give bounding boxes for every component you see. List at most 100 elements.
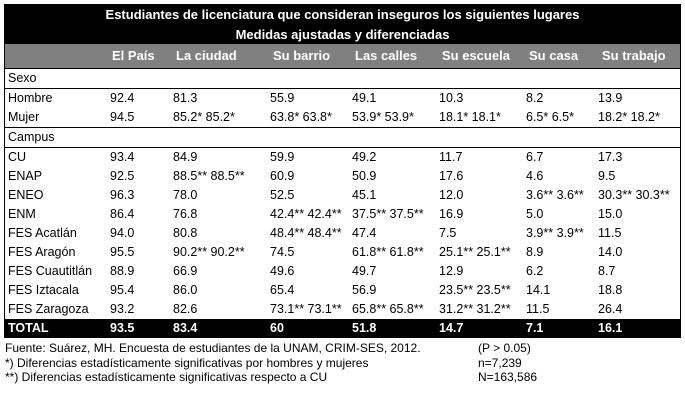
total-row: TOTAL 93.5 83.4 60 51.8 14.7 7.1 16.1 [5,319,680,337]
table-cell: 48.4** 48.4** [270,226,342,240]
row-label: ENAP [8,169,43,183]
row-label: CU [8,150,27,164]
table-row: FES Cuautitlán 88.9 66.9 49.6 49.7 12.9 6.2 8.7 [5,262,680,281]
table-cell: 16.9 [439,207,464,221]
table-cell: 3.9** 3.9** [526,226,584,240]
row-label: FES Aragón [8,245,76,259]
table-cell: 49.2 [352,150,377,164]
table-cell: 65.8** 65.8** [352,302,424,316]
table-cell: 17.6 [439,169,464,183]
total-cell: 60 [270,321,284,335]
total-cell: 16.1 [598,321,623,335]
table-cell: 56.9 [352,283,377,297]
column-header: El País [112,48,155,63]
table-cell: 6.2 [526,264,544,278]
table-cell: 18.8 [598,283,623,297]
table-cell: 93.4 [110,150,135,164]
table-cell: 42.4** 42.4** [270,207,342,221]
row-label: ENEO [8,188,44,202]
table-cell: 49.6 [270,264,295,278]
column-header: Las calles [355,48,418,63]
table-cell: 14.1 [526,283,551,297]
table-row: ENM 86.4 76.8 42.4** 42.4** 37.5** 37.5** 16.… [5,205,680,224]
table-cell: 47.4 [352,226,377,240]
table-cell: 17.3 [598,150,623,164]
table-cell: 11.7 [439,150,463,164]
column-header: Su trabajo [602,48,666,63]
note-gender-diff: *) Diferencias estadísticamente signific… [5,355,369,370]
table-row: FES Zaragoza 93.2 82.6 73.1** 73.1** 65.8** … [5,300,680,319]
table-cell: 18.2* 18.2* [598,110,660,124]
table-row: ENEO 96.3 78.0 52.5 45.1 12.0 3.6** 3.6** 30.3*… [5,186,680,205]
table-cell: 25.1** 25.1** [439,245,511,259]
table-cell: 8.9 [526,245,544,259]
table-header: Estudiantes de licenciatura que consider… [5,5,680,44]
source-note: Fuente: Suárez, MH. Encuesta de estudian… [5,341,421,355]
sample-size-note: n=7,239 [478,355,522,370]
column-header: Su barrio [273,48,331,63]
row-label: Hombre [8,91,53,105]
row-label: FES Acatlán [8,226,77,240]
table-cell: 11.5 [598,226,622,240]
footnotes: Fuente: Suárez, MH. Encuesta de estudian… [5,341,682,385]
section-campus: Campus [5,127,680,147]
table-cell: 11.5 [526,302,550,316]
column-header: La ciudad [176,48,237,63]
table-cell: 8.2 [526,91,544,105]
table-cell: 50.9 [352,169,377,183]
table-cell: 52.5 [270,188,295,202]
total-label: TOTAL [8,321,49,335]
table-cell: 93.2 [110,302,135,316]
table-cell: 4.6 [526,169,544,183]
table-row: FES Acatlán 94.0 80.8 48.4** 48.4** 47.4 7.5 3… [5,224,680,243]
table-cell: 12.9 [439,264,464,278]
table-cell: 88.5** 88.5** [173,169,245,183]
total-cell: 7.1 [526,321,544,335]
table-row: Hombre 92.4 81.3 55.9 49.1 10.3 8.2 13.9 [5,88,680,108]
section-sexo: Sexo [5,68,680,88]
table-cell: 31.2** 31.2** [439,302,511,316]
population-size-note: N=163,586 [478,370,538,384]
table-cell: 63.8* 63.8* [270,110,332,124]
table-cell: 74.5 [270,245,295,259]
section-label: Campus [8,130,55,144]
table-cell: 53.9* 53.9* [352,110,414,124]
table-cell: 82.6 [173,302,198,316]
table-cell: 9.5 [598,169,616,183]
table-cell: 60.9 [270,169,295,183]
total-cell: 83.4 [173,321,198,335]
table-cell: 49.1 [352,91,377,105]
table-cell: 95.5 [110,245,135,259]
table-cell: 13.9 [598,91,623,105]
table-cell: 81.3 [173,91,198,105]
column-header: Su casa [529,48,579,63]
table-cell: 61.8** 61.8** [352,245,424,259]
total-cell: 14.7 [439,321,464,335]
table-cell: 95.4 [110,283,135,297]
table-cell: 55.9 [270,91,295,105]
table-cell: 59.9 [270,150,295,164]
table-title: Estudiantes de licenciatura que consider… [105,7,580,22]
column-header-row: El País La ciudad Su barrio Las calles Su es… [5,44,680,68]
table-cell: 10.3 [439,91,464,105]
table-cell: 7.5 [439,226,457,240]
table-cell: 49.7 [352,264,377,278]
table-row: FES Aragón 95.5 90.2** 90.2** 74.5 61.8** 61… [5,243,680,262]
table-cell: 30.3** 30.3** [598,188,670,202]
table-cell: 23.5** 23.5** [439,283,511,297]
data-table: Estudiantes de licenciatura que consider… [4,4,681,338]
table-cell: 8.7 [598,264,616,278]
table-cell: 6.7 [526,150,544,164]
table-row: Mujer 94.5 85.2* 85.2* 63.8* 63.8* 53.9* 53.… [5,108,680,127]
row-label: FES Cuautitlán [8,264,93,278]
table-cell: 26.4 [598,302,623,316]
table-cell: 80.8 [173,226,198,240]
table-cell: 6.5* 6.5* [526,110,574,124]
table-row: CU 93.4 84.9 59.9 49.2 11.7 6.7 17.3 [5,147,680,167]
table-cell: 18.1* 18.1* [439,110,501,124]
row-label: FES Zaragoza [8,302,89,316]
section-label: Sexo [8,71,37,85]
table-cell: 86.0 [173,283,198,297]
table-cell: 3.6** 3.6** [526,188,584,202]
